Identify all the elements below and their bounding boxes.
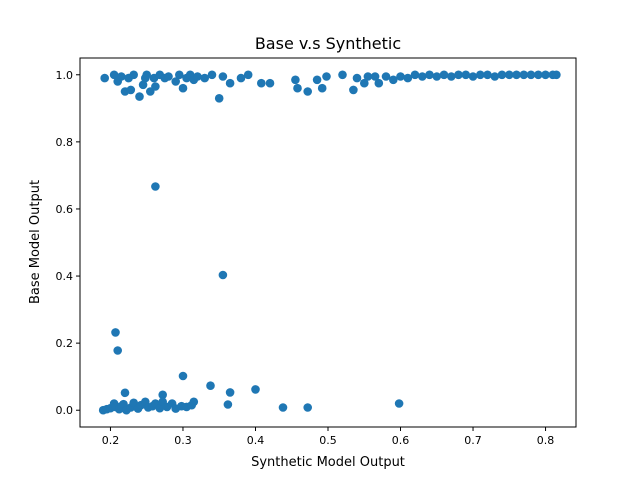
data-point xyxy=(175,70,184,80)
data-point xyxy=(223,400,233,409)
y-tick-label: 0.8 xyxy=(56,136,74,149)
data-point xyxy=(117,72,126,81)
data-point xyxy=(257,78,266,88)
data-point xyxy=(317,83,327,93)
data-point xyxy=(129,70,138,80)
data-point xyxy=(534,70,543,80)
data-point xyxy=(461,70,471,80)
x-tick-label: 0.4 xyxy=(247,434,265,447)
data-point xyxy=(418,72,427,81)
data-point xyxy=(526,70,536,80)
data-point xyxy=(403,73,413,83)
data-point xyxy=(189,397,199,407)
x-tick-label: 0.7 xyxy=(464,434,482,447)
data-point xyxy=(370,72,380,81)
data-point xyxy=(293,83,302,93)
data-point xyxy=(111,328,120,337)
data-point xyxy=(312,75,322,85)
data-point xyxy=(552,70,561,80)
data-point xyxy=(497,70,507,80)
data-point xyxy=(178,371,188,381)
data-point xyxy=(171,77,180,86)
data-point xyxy=(135,92,144,101)
data-point xyxy=(447,72,456,81)
data-point xyxy=(206,381,215,391)
data-point xyxy=(352,73,362,83)
data-point xyxy=(381,72,391,81)
data-point xyxy=(338,70,347,80)
data-point xyxy=(100,73,109,83)
data-point xyxy=(225,78,235,88)
data-point xyxy=(236,73,246,83)
data-point xyxy=(218,270,228,280)
data-point xyxy=(193,72,202,81)
data-point xyxy=(396,72,405,81)
data-point xyxy=(138,80,148,90)
data-point xyxy=(126,85,136,95)
data-point xyxy=(454,70,463,80)
data-point xyxy=(200,73,209,83)
data-point xyxy=(505,70,514,80)
data-point xyxy=(476,70,485,80)
data-point xyxy=(303,87,313,96)
data-point xyxy=(218,72,228,81)
data-point xyxy=(214,94,224,103)
data-point xyxy=(360,78,369,88)
data-point xyxy=(519,70,529,80)
data-point xyxy=(207,70,217,80)
data-point xyxy=(155,403,165,413)
data-point xyxy=(225,388,235,397)
data-point xyxy=(349,85,358,95)
y-tick-label: 0.6 xyxy=(56,203,74,216)
data-point xyxy=(243,70,253,80)
data-point xyxy=(278,403,288,412)
data-point xyxy=(541,70,550,80)
x-tick-label: 0.5 xyxy=(319,434,337,447)
x-tick-label: 0.6 xyxy=(392,434,410,447)
y-axis-label: Base Model Output xyxy=(28,180,43,304)
data-point xyxy=(512,70,521,80)
data-point xyxy=(394,399,404,408)
data-point xyxy=(410,70,420,80)
data-point xyxy=(303,403,313,412)
y-tick-label: 1.0 xyxy=(56,69,74,82)
x-tick-label: 0.2 xyxy=(102,434,120,447)
x-tick-label: 0.3 xyxy=(174,434,192,447)
data-point xyxy=(490,72,500,81)
data-point xyxy=(291,75,300,85)
data-point xyxy=(151,82,160,91)
x-tick-label: 0.8 xyxy=(537,434,555,447)
x-axis-label: Synthetic Model Output xyxy=(251,455,405,470)
data-point xyxy=(265,78,275,88)
chart-title: Base v.s Synthetic xyxy=(255,34,401,53)
y-tick-label: 0.4 xyxy=(56,270,74,283)
points-layer xyxy=(98,70,561,415)
y-tick-label: 0.0 xyxy=(56,404,74,417)
data-point xyxy=(142,70,151,80)
data-point xyxy=(178,83,188,93)
data-point xyxy=(374,78,384,88)
x-axis-ticks: 0.2 0.3 0.4 0.5 0.6 0.7 0.8 xyxy=(102,427,555,447)
data-point xyxy=(322,72,331,81)
data-point xyxy=(251,385,260,394)
data-point xyxy=(151,182,160,191)
data-point xyxy=(425,70,434,80)
y-tick-label: 0.2 xyxy=(56,337,74,350)
data-point xyxy=(109,70,119,80)
data-point xyxy=(113,346,122,355)
data-point xyxy=(389,75,398,85)
data-point xyxy=(439,70,449,80)
data-point xyxy=(120,388,130,398)
data-point xyxy=(164,72,173,81)
data-point xyxy=(468,72,478,81)
data-point xyxy=(158,390,167,400)
data-point xyxy=(483,70,492,80)
data-point xyxy=(363,72,373,81)
y-axis-ticks: 0.0 0.2 0.4 0.6 0.8 1.0 xyxy=(56,69,80,417)
data-point xyxy=(432,72,442,81)
